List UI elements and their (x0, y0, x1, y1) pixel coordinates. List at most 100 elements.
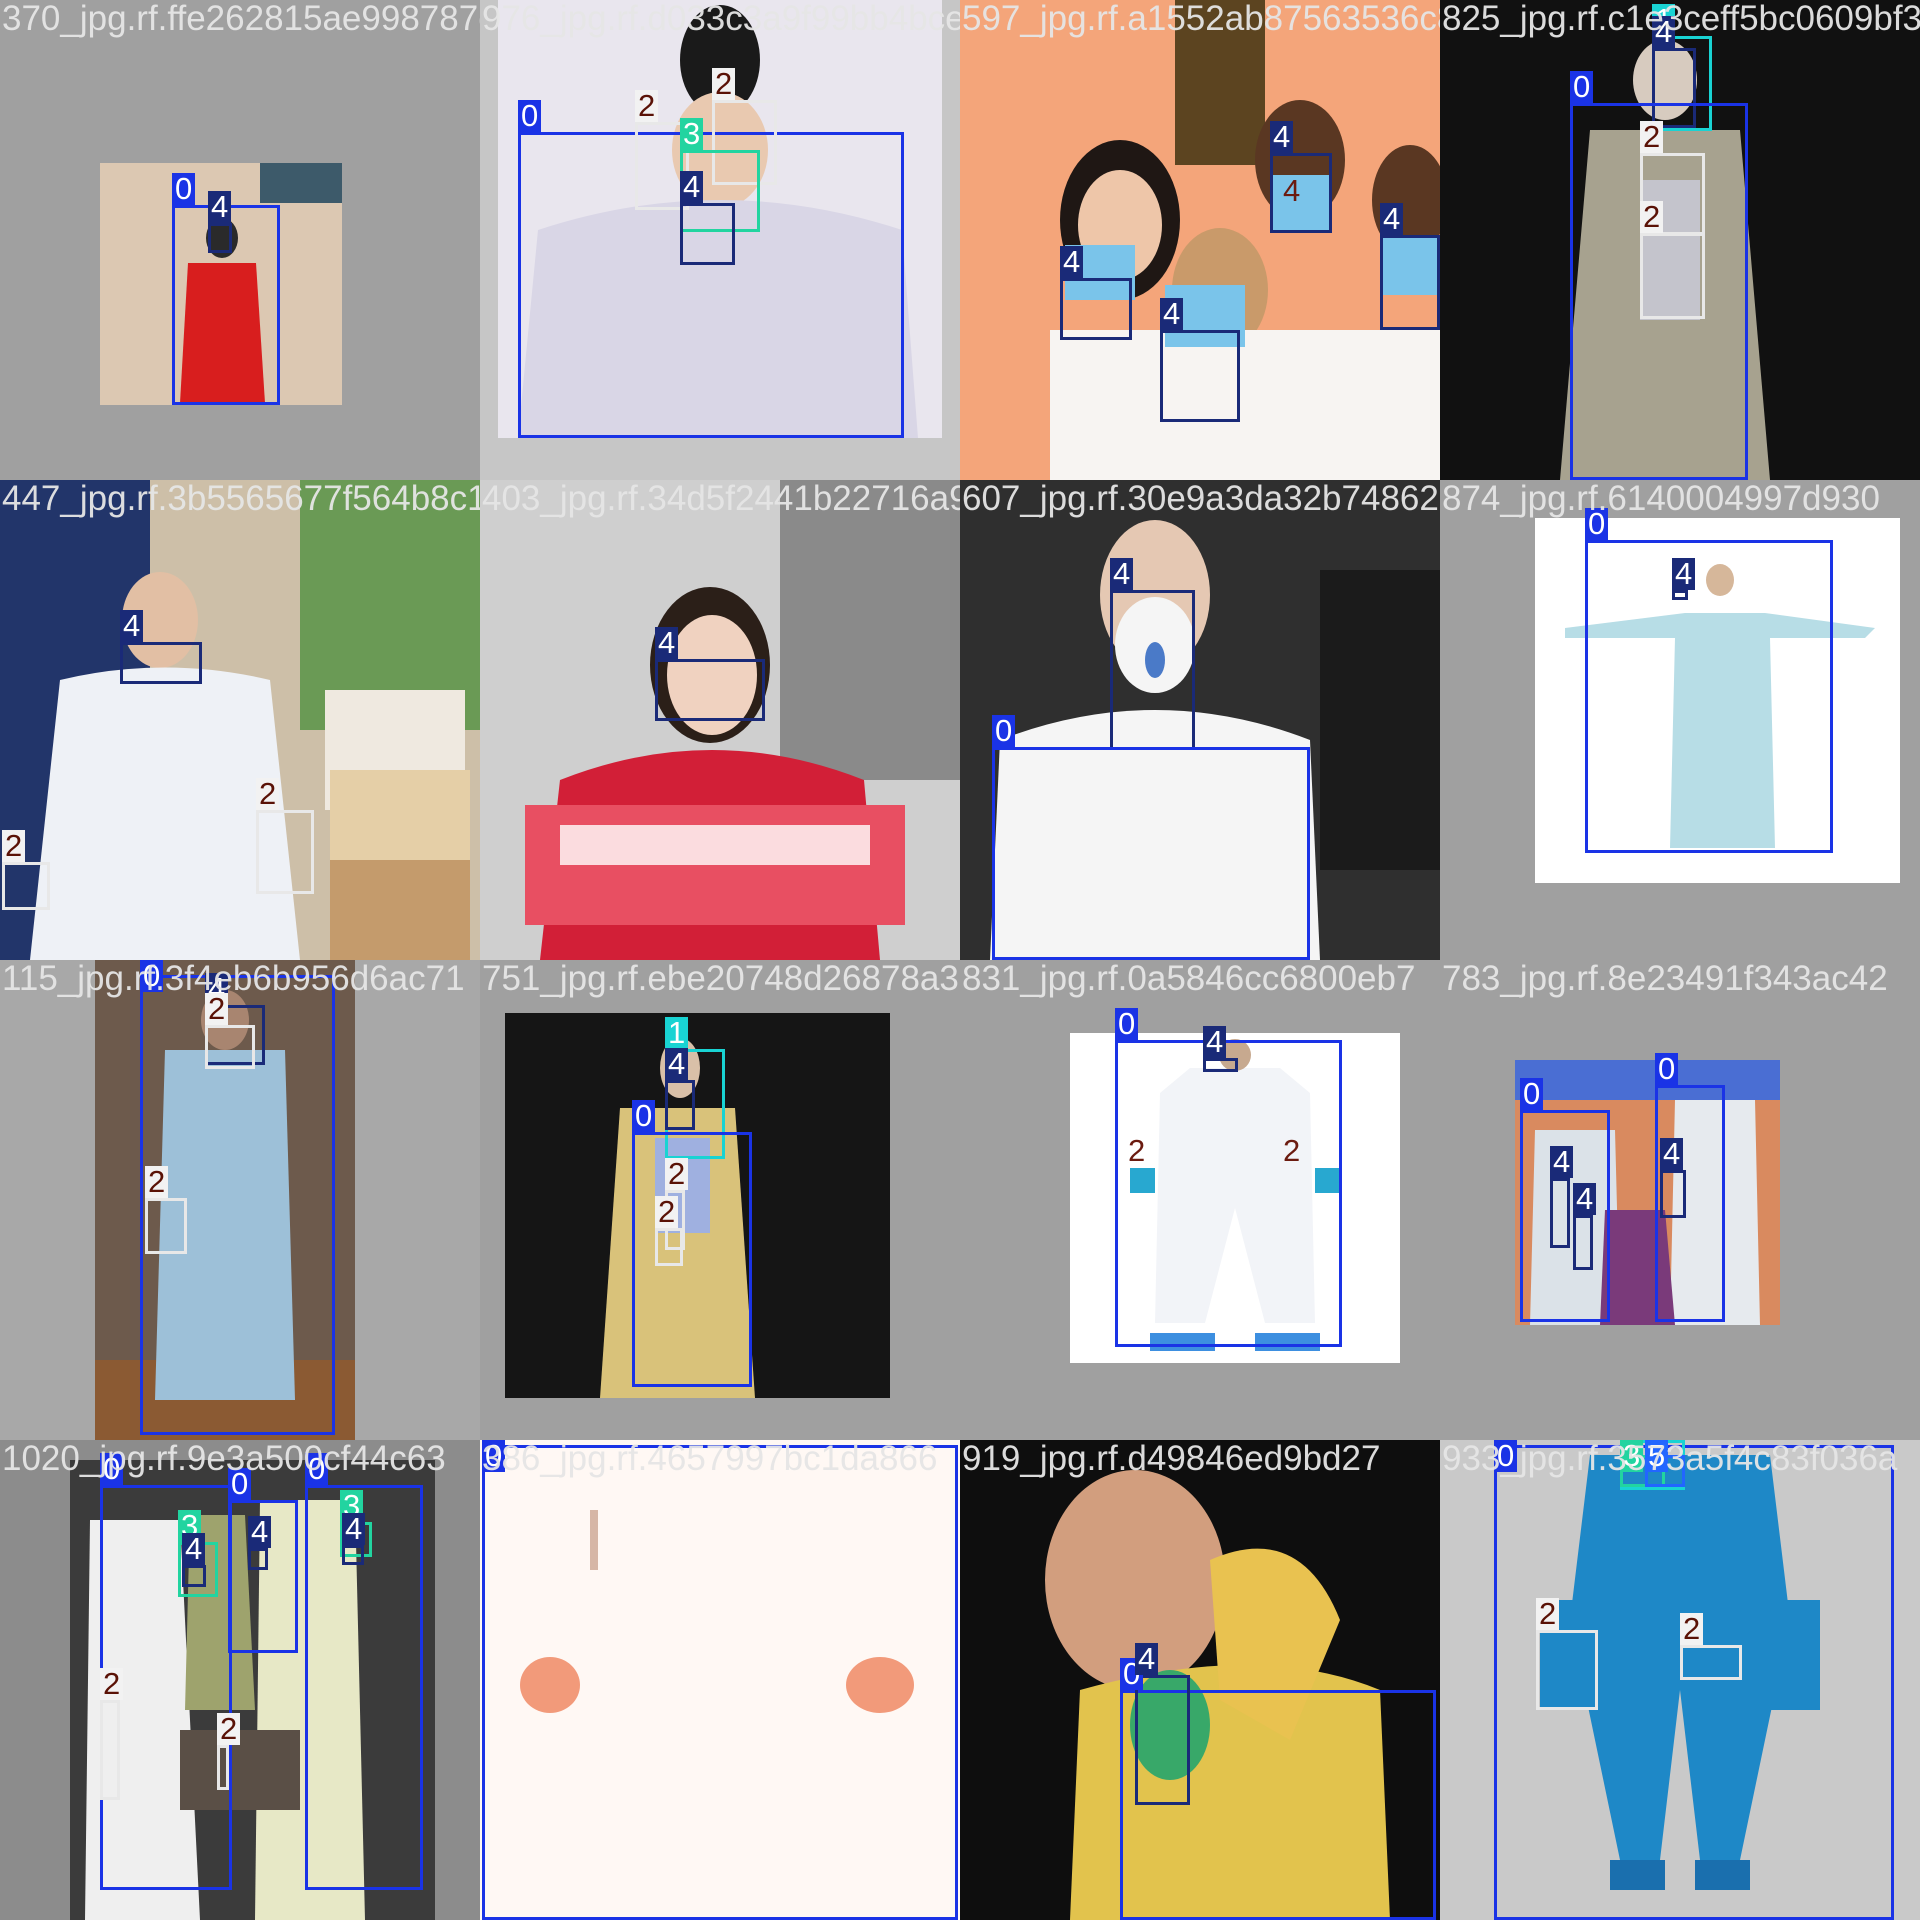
class-label-4: 4 (1573, 1183, 1597, 1215)
tile-filename: 751_jpg.rf.ebe20748d26878a3 (482, 960, 959, 998)
class-label-4: 4 (208, 191, 232, 223)
tile-photo (0, 480, 480, 960)
tile-photo (505, 1013, 890, 1398)
class-label-4: 4 (665, 1048, 689, 1080)
tile-filename: 370_jpg.rf.ffe262815ae998787c (2, 0, 480, 38)
tile-10: 751_jpg.rf.ebe20748d26878a3 1 4 0 2 2 (480, 960, 960, 1440)
class-label-2: 2 (655, 1196, 679, 1228)
tile-photo (1070, 1033, 1400, 1363)
class-label-4: 4 (1672, 558, 1696, 590)
bbox-class-0 (1120, 1690, 1436, 1920)
tile-1: 370_jpg.rf.ffe262815ae998787c 0 4 (0, 0, 480, 480)
class-label-4: 4 (342, 1513, 366, 1545)
bbox-class-0 (992, 747, 1310, 960)
bbox-class-0 (228, 1500, 298, 1653)
bbox-class-2 (712, 100, 777, 185)
tile-photo (960, 480, 1440, 960)
class-label-4: 4 (1660, 1138, 1684, 1170)
tile-15: 919_jpg.rf.d49846ed9bd27 0 4 (960, 1440, 1440, 1920)
class-label-4: 4 (680, 171, 704, 203)
class-label-4: 4 (1270, 121, 1294, 153)
class-label-2: 2 (1128, 1133, 1146, 1168)
class-label-3: 3 (1620, 1440, 1644, 1472)
class-label-2: 2 (1536, 1598, 1560, 1630)
bbox-class-0 (1655, 1085, 1725, 1322)
bbox-class-2 (1640, 233, 1705, 319)
bbox-class-4 (1573, 1215, 1593, 1270)
bbox-class-4 (1660, 1170, 1686, 1218)
class-label-4: 4 (1135, 1643, 1159, 1675)
bbox-class-4 (1672, 590, 1688, 600)
bbox-class-4 (1135, 1675, 1190, 1805)
class-label-0: 0 (228, 1468, 252, 1500)
bbox-class-0 (1494, 1445, 1894, 1920)
bbox-class-4 (1270, 153, 1332, 233)
class-label-0: 0 (1570, 71, 1594, 103)
class-label-2: 2 (1640, 121, 1664, 153)
bbox-class-4 (1550, 1178, 1570, 1248)
bbox-class-4 (208, 223, 232, 253)
tile-16: 933_jpg.rf.3573a5f4c83f036a0143522 (1440, 1440, 1920, 1920)
class-label-2: 2 (665, 1158, 689, 1190)
tile-13: 1020_jpg.rf.9e3a500cf44c63 0 0 0 3 3 4 4 4 2 2 (0, 1440, 480, 1920)
tile-7: 607_jpg.rf.30e9a3da32b74862 4 0 (960, 480, 1440, 960)
class-label-2: 2 (100, 1668, 124, 1700)
tile-3: 597_jpg.rf.a1552ab87563536c824 4 4 4 4 4 (960, 0, 1440, 480)
tile-filename: 597_jpg.rf.a1552ab87563536c824 (962, 0, 1440, 38)
class-label-4: 4 (120, 610, 144, 642)
bbox-class-0 (518, 132, 904, 438)
bbox-class-4 (1060, 278, 1132, 340)
class-label-2: 2 (1680, 1613, 1704, 1645)
bbox-class-4 (665, 1080, 695, 1130)
bbox-class-0 (632, 1132, 752, 1387)
tile-filename: 607_jpg.rf.30e9a3da32b74862 (962, 480, 1439, 518)
class-label-4: 4 (248, 1516, 272, 1548)
class-label-2: 2 (1283, 1133, 1301, 1168)
class-label-4: 4 (1110, 558, 1134, 590)
class-label-0: 0 (518, 100, 542, 132)
tile-filename: 783_jpg.rf.8e23491f343ac42 (1442, 960, 1888, 998)
class-label-4: 4 (1160, 298, 1184, 330)
class-label-0: 0 (1655, 1053, 1679, 1085)
bbox-class-2 (655, 1228, 683, 1266)
bbox-class-4 (1160, 330, 1240, 422)
class-label-0: 0 (482, 1440, 506, 1472)
bbox-class-0 (1115, 1040, 1342, 1347)
class-label-4: 4 (1060, 246, 1084, 278)
bbox-class-2 (100, 1700, 120, 1800)
class-label-1: 1 (665, 1017, 689, 1049)
class-label-2: 2 (712, 68, 736, 100)
tile-11: 831_jpg.rf.0a5846cc6800eb7 0 4 2 2 (960, 960, 1440, 1440)
bbox-class-0 (1520, 1110, 1610, 1322)
bbox-class-4 (680, 203, 735, 265)
class-label-0: 0 (172, 173, 196, 205)
tile-filename: 825_jpg.rf.c1e3ceff5bc0609bf3 (1442, 0, 1920, 38)
bbox-class-0 (482, 1445, 958, 1920)
tile-photo (95, 960, 355, 1440)
class-label-4: 4 (1283, 173, 1301, 208)
class-label-4: 4 (182, 1533, 206, 1565)
class-label-0: 0 (305, 1453, 329, 1485)
class-label-2: 2 (217, 1713, 241, 1745)
class-label-0: 0 (1585, 508, 1609, 540)
tile-5: 447_jpg.rf.3b5565677f564b8c18 4 2 2 (0, 480, 480, 960)
tile-8: 874_jpg.rf.6140004997d930 0 4 (1440, 480, 1920, 960)
class-label-2: 2 (1640, 201, 1664, 233)
class-label-2: 2 (635, 90, 659, 122)
tile-photo (1535, 518, 1900, 883)
class-label-0: 0 (1115, 1008, 1139, 1040)
class-label-4: 4 (655, 627, 679, 659)
tile-filename: 831_jpg.rf.0a5846cc6800eb7 (962, 960, 1416, 998)
bbox-class-4 (655, 659, 765, 721)
bbox-class-4 (248, 1548, 268, 1570)
class-label-4: 4 (1203, 1026, 1227, 1058)
tile-6: 403_jpg.rf.34d5f2441b22716a9fdc62 4 (480, 480, 960, 960)
class-label-4: 4 (1550, 1146, 1574, 1178)
tile-photo (960, 1440, 1440, 1920)
bbox-class-0 (305, 1485, 423, 1890)
bbox-class-4 (1652, 48, 1696, 128)
bbox-class-4 (1110, 590, 1195, 750)
class-label-0: 0 (1520, 1078, 1544, 1110)
class-label-0: 0 (140, 960, 164, 992)
